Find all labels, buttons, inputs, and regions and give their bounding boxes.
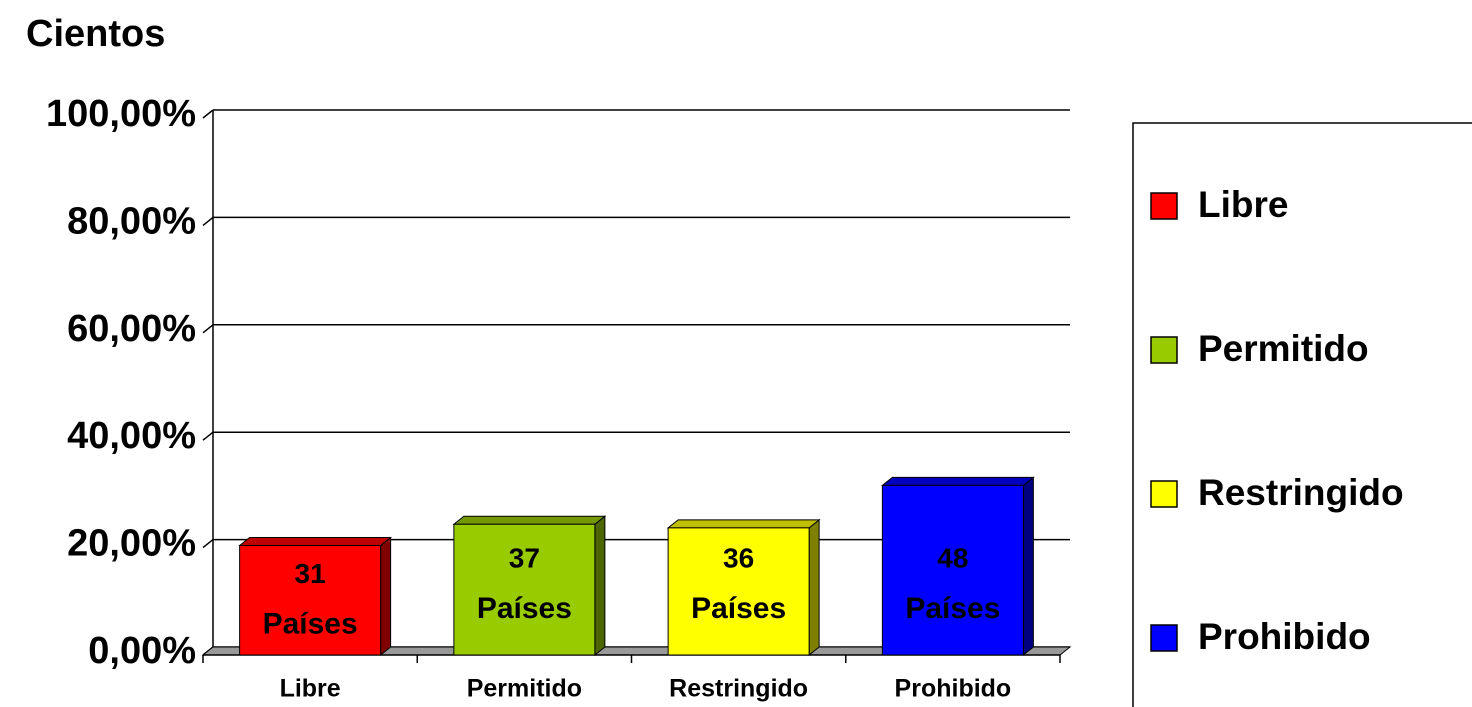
- y-tick: [202, 431, 214, 441]
- y-tick-label: 40,00%: [67, 415, 196, 457]
- y-tick-label: 100,00%: [46, 93, 196, 135]
- y-tick: [202, 539, 214, 549]
- legend-label: Libre: [1198, 184, 1288, 225]
- bar-count-unit: Países: [691, 592, 786, 625]
- legend-label: Restringido: [1198, 472, 1404, 513]
- x-tick-label: Restringido: [669, 675, 808, 703]
- bar-side: [594, 515, 606, 657]
- bar: [880, 476, 1035, 657]
- y-tick-label: 0,00%: [88, 630, 196, 672]
- bar-side: [1022, 476, 1034, 657]
- x-tick-label: Libre: [280, 675, 341, 703]
- y-tick-label: 80,00%: [67, 200, 196, 242]
- chart-title: Cientos: [26, 13, 165, 55]
- legend-box: [1132, 122, 1472, 707]
- bar-front: [239, 545, 382, 656]
- legend-label: Permitido: [1198, 328, 1369, 369]
- bar-count-label: 48: [937, 542, 968, 573]
- y-tick: [202, 216, 214, 226]
- bar-count-unit: Países: [477, 592, 572, 625]
- bar-top: [238, 537, 393, 547]
- bar-front: [453, 523, 596, 656]
- legend-swatch: [1150, 624, 1178, 652]
- bar: [452, 515, 607, 657]
- y-tick-label: 20,00%: [67, 523, 196, 565]
- bar: [666, 518, 821, 657]
- legend-label: Prohibido: [1198, 616, 1371, 657]
- bar-top: [880, 476, 1035, 486]
- legend-swatch: [1150, 480, 1178, 508]
- bar-front: [667, 527, 810, 656]
- y-tick-label: 60,00%: [67, 308, 196, 350]
- bar-count-label: 31: [295, 558, 326, 589]
- bar-count-label: 36: [723, 542, 754, 573]
- bar-count-unit: Países: [263, 607, 358, 640]
- x-tick-label: Prohibido: [895, 675, 1012, 703]
- bar-top: [452, 515, 607, 525]
- legend-swatch: [1150, 336, 1178, 364]
- bar-side: [380, 536, 392, 657]
- y-tick: [202, 324, 214, 334]
- legend-swatch: [1150, 192, 1178, 220]
- bar: [238, 536, 393, 657]
- bar-front: [881, 484, 1024, 656]
- x-tick-label: Permitido: [467, 675, 582, 703]
- bar-count-label: 37: [509, 542, 540, 573]
- y-tick: [202, 109, 214, 119]
- bar-side: [808, 518, 820, 657]
- bar-count-unit: Países: [905, 592, 1000, 625]
- bar-top: [666, 519, 821, 529]
